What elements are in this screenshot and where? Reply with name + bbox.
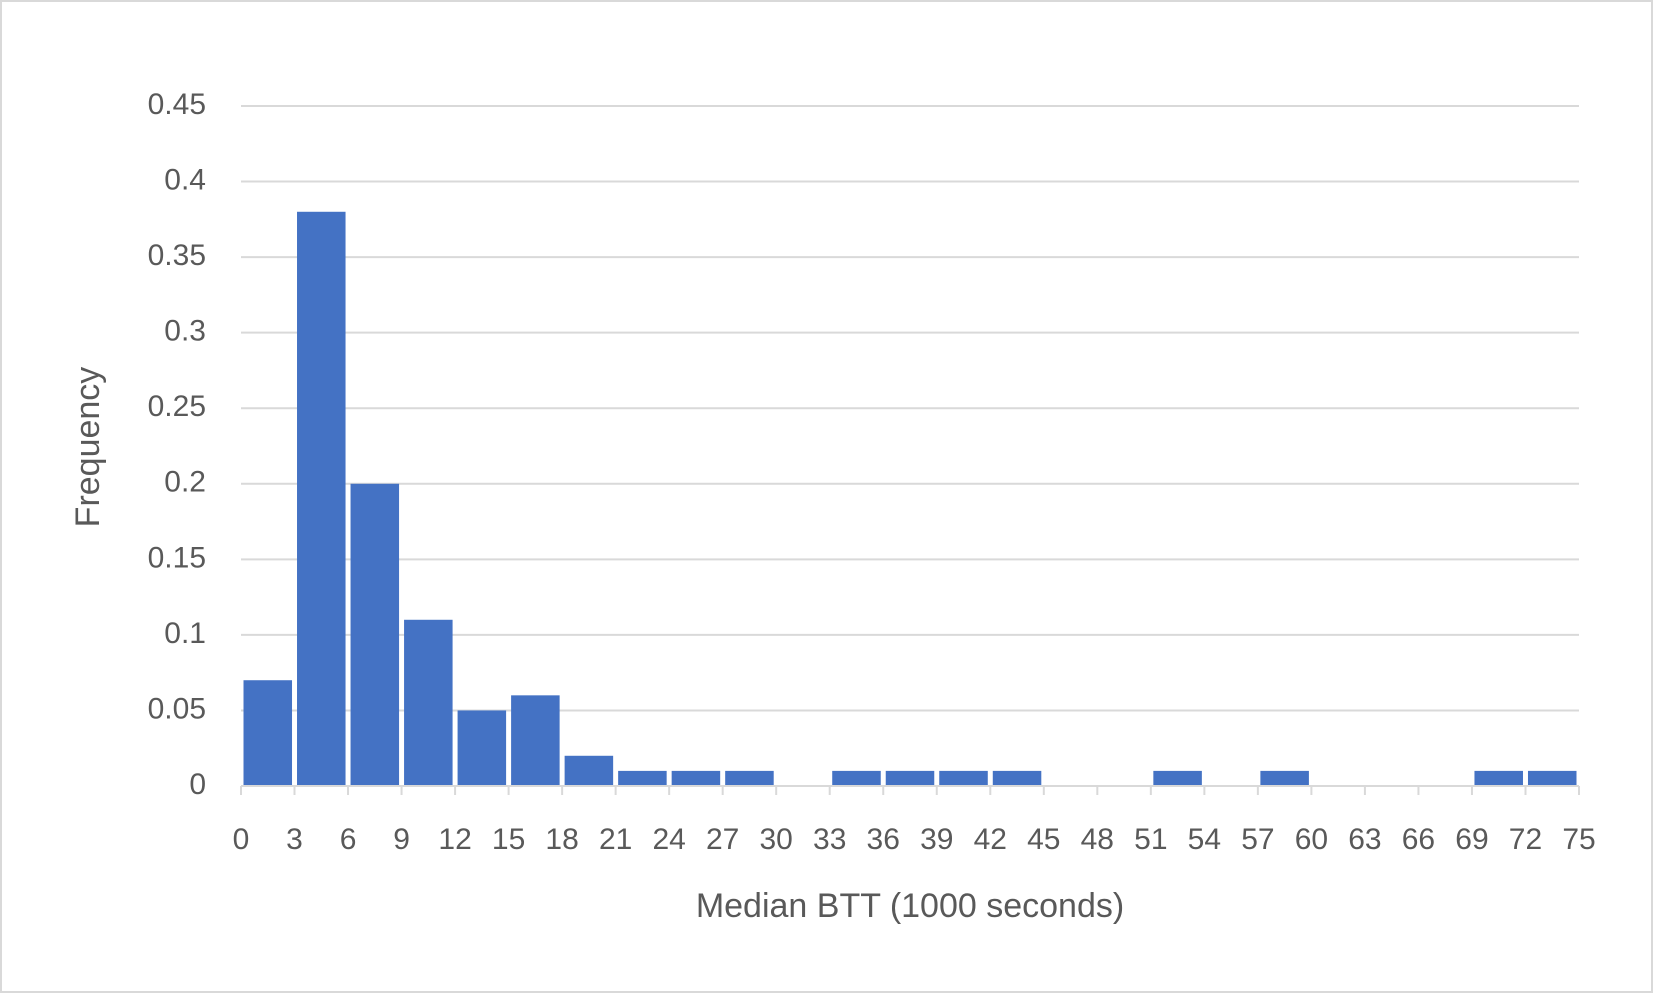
y-tick-label: 0.35: [148, 239, 206, 272]
y-axis-title: Frequency: [69, 367, 107, 528]
y-tick-label: 0.15: [148, 541, 206, 574]
bar: [618, 770, 667, 786]
x-tick-label: 39: [920, 823, 953, 856]
x-tick-label: 6: [340, 823, 357, 856]
x-axis-title: Median BTT (1000 seconds): [696, 887, 1124, 925]
x-tick-label: 9: [393, 823, 410, 856]
x-tick-label: 21: [599, 823, 632, 856]
x-tick-label: 66: [1402, 823, 1435, 856]
x-tick-label: 57: [1241, 823, 1274, 856]
x-tick-label: 45: [1027, 823, 1060, 856]
x-tick-label: 24: [652, 823, 685, 856]
bar: [511, 695, 560, 786]
x-tick-label: 33: [813, 823, 846, 856]
bar: [1474, 770, 1523, 786]
bar: [992, 770, 1042, 786]
x-tick-label: 69: [1455, 823, 1488, 856]
bar: [243, 680, 293, 786]
x-tick-label: 63: [1348, 823, 1381, 856]
bar: [1527, 770, 1577, 786]
x-tick-label: 72: [1509, 823, 1542, 856]
x-tick-label: 51: [1134, 823, 1167, 856]
x-tick-label: 36: [867, 823, 900, 856]
x-tick-label: 75: [1562, 823, 1595, 856]
bar: [404, 619, 453, 786]
bar: [564, 755, 614, 786]
y-tick-label: 0.05: [148, 692, 206, 725]
x-tick-label: 0: [233, 823, 250, 856]
x-tick-label: 18: [545, 823, 578, 856]
bar: [297, 211, 346, 786]
bar: [1153, 770, 1202, 786]
x-tick-label: 30: [760, 823, 793, 856]
x-tick-label: 3: [286, 823, 303, 856]
bar: [725, 770, 774, 786]
x-tick-label: 42: [974, 823, 1007, 856]
bar: [1260, 770, 1309, 786]
y-tick-label: 0.45: [148, 88, 206, 121]
x-tick-label: 15: [492, 823, 525, 856]
y-tick-label: 0.3: [164, 315, 206, 348]
bar: [885, 770, 935, 786]
bar: [457, 710, 507, 786]
bar: [939, 770, 988, 786]
bar: [671, 770, 721, 786]
bar: [832, 770, 881, 786]
y-tick-label: 0.25: [148, 390, 206, 423]
x-tick-label: 54: [1188, 823, 1221, 856]
y-tick-label: 0.1: [164, 617, 206, 650]
x-tick-label: 48: [1081, 823, 1114, 856]
y-tick-label: 0.4: [164, 163, 206, 196]
y-tick-label: 0.2: [164, 466, 206, 499]
bar: [350, 483, 400, 786]
x-tick-label: 12: [438, 823, 471, 856]
y-tick-label: 0: [189, 768, 206, 801]
x-tick-label: 27: [706, 823, 739, 856]
x-tick-label: 60: [1295, 823, 1328, 856]
